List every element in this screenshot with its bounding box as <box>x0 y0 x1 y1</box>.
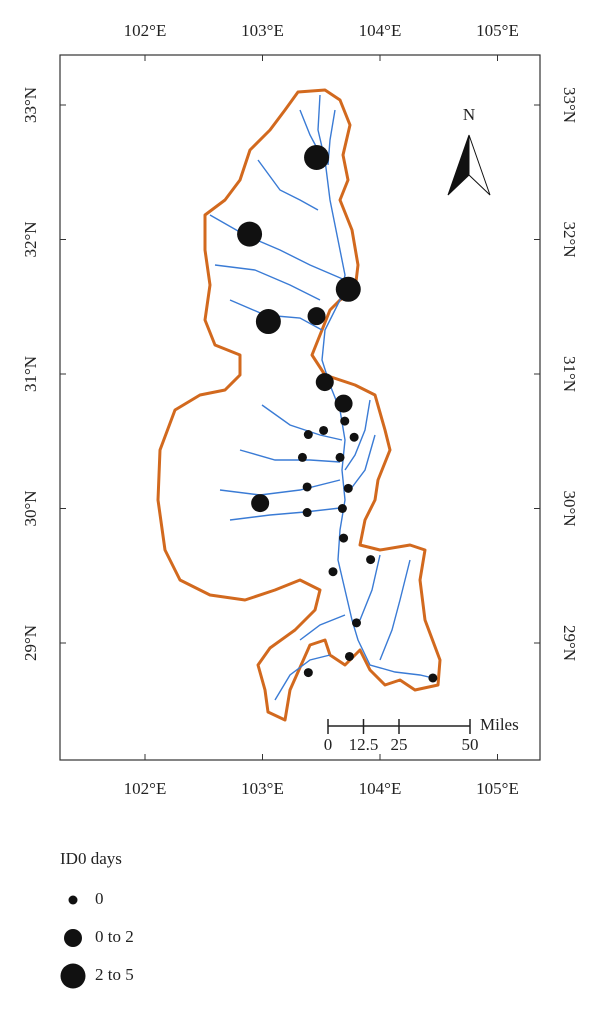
station <box>315 373 334 392</box>
station <box>349 432 359 442</box>
station <box>303 430 313 440</box>
y-tick-label: 30°N <box>21 490 40 526</box>
station <box>366 555 376 565</box>
station <box>339 533 349 543</box>
x-tick-label: 102°E <box>124 21 167 40</box>
station <box>428 673 438 683</box>
scale-label: 0 <box>324 735 333 754</box>
x-tick-label: 104°E <box>359 21 402 40</box>
station <box>344 651 354 661</box>
north-arrow-right <box>468 134 491 196</box>
scale-label: 50 <box>462 735 479 754</box>
station <box>304 144 330 170</box>
scale-unit: Miles <box>480 715 519 734</box>
y-tick-label: 29°N <box>21 625 40 661</box>
legend-marker <box>60 963 86 989</box>
station <box>302 482 312 492</box>
y-tick-label: 33°N <box>21 87 40 123</box>
scale-label: 12.5 <box>349 735 379 754</box>
legend-marker <box>64 929 82 947</box>
station <box>319 425 329 435</box>
y-tick-label: 30°N <box>560 490 579 526</box>
legend-marker <box>68 895 78 905</box>
station <box>337 504 347 513</box>
station <box>302 508 312 518</box>
station <box>328 567 338 577</box>
north-arrow-left <box>447 134 470 196</box>
station <box>335 276 361 302</box>
station <box>343 483 353 493</box>
x-tick-label: 105°E <box>476 21 519 40</box>
legend-title: ID0 days <box>60 849 122 868</box>
x-tick-label: 104°E <box>359 779 402 798</box>
station <box>303 668 313 678</box>
station <box>255 309 281 335</box>
rivers <box>209 94 434 701</box>
north-label: N <box>463 105 475 124</box>
y-tick-label: 32°N <box>21 221 40 257</box>
station <box>334 394 353 413</box>
y-tick-label: 31°N <box>560 356 579 392</box>
y-tick-label: 32°N <box>560 221 579 257</box>
station <box>307 307 326 326</box>
y-tick-label: 31°N <box>21 356 40 392</box>
basin-boundary <box>156 88 442 722</box>
station <box>297 452 307 462</box>
north-arrow: N <box>447 105 491 196</box>
y-tick-label: 33°N <box>560 87 579 123</box>
legend-label: 2 to 5 <box>95 965 134 984</box>
map-frame <box>59 54 541 761</box>
station <box>237 221 263 247</box>
legend-label: 0 to 2 <box>95 927 134 946</box>
legend-label: 0 <box>95 889 104 908</box>
x-tick-label: 102°E <box>124 779 167 798</box>
station <box>340 416 350 426</box>
x-tick-label: 103°E <box>241 21 284 40</box>
x-tick-label: 103°E <box>241 779 284 798</box>
station <box>335 452 345 462</box>
y-tick-label: 29°N <box>560 625 579 661</box>
x-tick-label: 105°E <box>476 779 519 798</box>
station <box>251 494 270 513</box>
scale-label: 25 <box>391 735 408 754</box>
station <box>352 618 361 628</box>
